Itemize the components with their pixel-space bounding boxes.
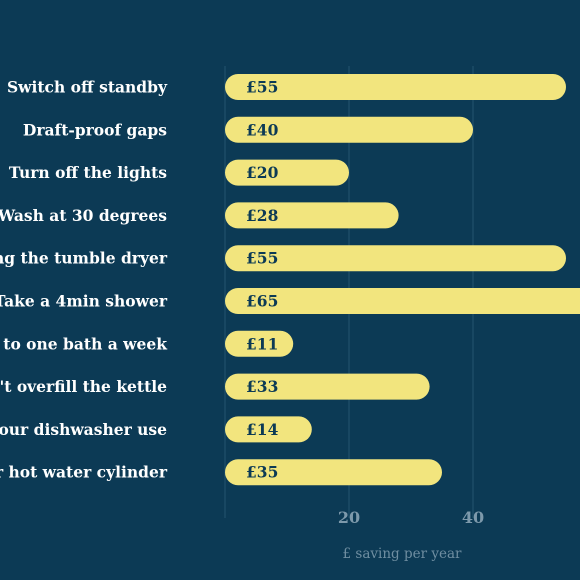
- bar-value-label: £55: [246, 249, 278, 268]
- bar-value-label: £11: [246, 334, 278, 353]
- bar: [225, 373, 430, 400]
- bar-value-label: £33: [246, 377, 278, 396]
- bar: [225, 288, 580, 314]
- x-axis-ticks: 204060: [338, 508, 484, 527]
- bar: [225, 159, 349, 186]
- category-label: Draft-proof gaps: [23, 120, 167, 139]
- category-label: your dishwasher use: [0, 420, 167, 439]
- bar-value-label: £65: [246, 292, 278, 311]
- bar-value-label: £14: [246, 420, 279, 439]
- category-label: Take a 4min shower: [0, 292, 168, 311]
- category-labels: Switch off standby Draft-proof gaps Turn o…: [0, 78, 168, 482]
- bars: £55 £40 £20 £28 £55 £65 £11 £33 £14 £35: [225, 74, 580, 486]
- bar-value-label: £20: [246, 163, 279, 182]
- bar: [225, 74, 566, 100]
- bar: [225, 202, 399, 229]
- x-tick-label: 40: [462, 508, 484, 527]
- bar-value-label: £35: [246, 463, 278, 482]
- bar-value-label: £55: [246, 78, 278, 97]
- category-label: on't overfill the kettle: [0, 377, 167, 396]
- category-label: Switch off standby: [7, 78, 168, 97]
- bar-value-label: £40: [246, 120, 279, 139]
- category-label: sing the tumble dryer: [0, 249, 168, 268]
- category-label: Wash at 30 degrees: [0, 206, 167, 225]
- category-label: Turn off the lights: [9, 163, 167, 182]
- category-label: ur hot water cylinder: [0, 463, 168, 482]
- bar: [225, 245, 566, 272]
- bar: [225, 116, 473, 143]
- category-label: p to one bath a week: [0, 334, 167, 353]
- bar: [225, 330, 294, 357]
- bar: [225, 416, 312, 443]
- x-axis-title: £ saving per year: [343, 546, 462, 562]
- bar: [225, 459, 442, 486]
- bar-value-label: £28: [246, 206, 278, 225]
- x-tick-label: 20: [338, 508, 360, 527]
